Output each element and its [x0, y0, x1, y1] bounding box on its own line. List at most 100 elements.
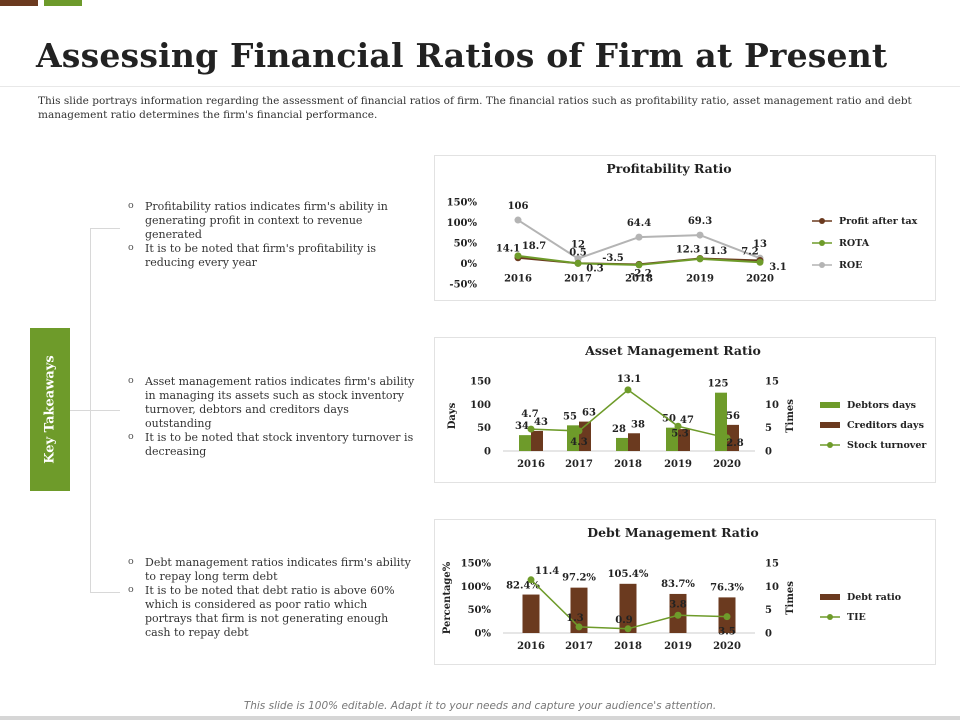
profitability-bullets: Profitability ratios indicates firm's ab… [126, 199, 416, 270]
y2-axis-label: Times [785, 581, 796, 615]
bracket-tick [90, 228, 120, 229]
data-label: 11.3 [703, 246, 727, 257]
bar [666, 427, 678, 451]
x-tick-label: 2016 [517, 459, 545, 470]
y-tick-label: 100 [470, 400, 491, 411]
debt-management-chart-panel: Debt Management Ratio 150% 100% 50% 0% 15 10 5 0… [434, 519, 936, 665]
legend-tie-swatch-marker [827, 614, 833, 620]
y-tick-label: 50% [454, 239, 478, 250]
line-point [624, 386, 632, 394]
title-divider [0, 86, 960, 87]
x-tick-label: 2016 [504, 274, 532, 285]
bar [616, 437, 628, 451]
legend-tie-label: TIE [847, 612, 866, 623]
line-point [527, 425, 535, 433]
line-point [575, 427, 583, 435]
line-label: 4.7 [521, 409, 538, 420]
legend-profit-after-tax-label: Profit after tax [839, 216, 918, 227]
x-tick-label: 2020 [713, 641, 741, 652]
legend-debt-ratio-swatch [820, 594, 840, 600]
line-label: 5.3 [671, 428, 688, 439]
data-point [696, 255, 704, 263]
y2-tick-label: 15 [765, 377, 779, 388]
y-tick-label: 0% [461, 259, 478, 270]
bar [519, 435, 531, 451]
y-tick-label: 100% [461, 582, 492, 593]
data-label: 18.7 [522, 241, 546, 252]
chart-title: Asset Management Ratio [584, 343, 761, 358]
footer-note: This slide is 100% editable. Adapt it to… [243, 700, 717, 712]
y-tick-label: 0 [484, 447, 491, 458]
y2-tick-label: 10 [765, 400, 779, 411]
data-point [756, 258, 764, 266]
data-point [635, 261, 643, 269]
data-point [696, 231, 704, 239]
line-point [624, 625, 632, 633]
data-label: 3.1 [769, 262, 786, 273]
bar [628, 433, 640, 451]
legend-rota-label: ROTA [839, 238, 870, 249]
legend-creditors-days-label: Creditors days [847, 420, 924, 431]
y-axis-label: Percentage% [442, 561, 453, 634]
data-label: 14.1 [496, 244, 520, 255]
y-tick-label: 100% [447, 218, 478, 229]
key-takeaways-label: Key Takeaways [42, 355, 58, 464]
y-tick-label: 0% [475, 629, 492, 640]
chart-title: Profitability Ratio [606, 161, 731, 176]
legend-debt-ratio-label: Debt ratio [847, 592, 901, 603]
data-label: 12 [571, 240, 585, 251]
x-tick-label: 2017 [564, 274, 592, 285]
x-tick-label: 2018 [625, 274, 653, 285]
legend-roe-swatch-marker [819, 262, 825, 268]
y-tick-label: 50 [477, 423, 491, 434]
data-point [514, 252, 522, 260]
asset-management-chart-panel: Asset Management Ratio 150 100 50 0 15 10 5 0 Day… [434, 337, 936, 483]
bar-label: 82.4% [506, 581, 540, 592]
y-tick-label: 150% [447, 198, 478, 209]
x-tick-label: 2019 [664, 459, 692, 470]
data-point [574, 259, 582, 267]
y2-tick-label: 10 [765, 582, 779, 593]
line-label: 3.5 [718, 627, 735, 638]
y2-tick-label: 15 [765, 559, 779, 570]
line-label: 3.8 [669, 599, 686, 610]
line-point [723, 613, 731, 621]
x-tick-label: 2019 [664, 641, 692, 652]
bullet-item: It is to be noted that debt ratio is abo… [126, 583, 416, 640]
y2-tick-label: 0 [765, 629, 772, 640]
y2-tick-label: 5 [765, 423, 772, 434]
profitability-chart: Profitability Ratio 150% 100% 50% 0% -50% 2016… [447, 161, 918, 291]
line-point [674, 422, 682, 430]
data-label: 0.5 [569, 247, 586, 258]
y-axis-label: Days [447, 402, 458, 429]
line-label: 4.3 [570, 437, 587, 448]
bar-label: 97.2% [562, 573, 596, 584]
asset-management-chart: Asset Management Ratio150100500151050Day… [447, 343, 927, 470]
x-tick-label: 2019 [686, 274, 714, 285]
legend-rota-swatch-marker [819, 240, 825, 246]
bar-label: 34 [515, 421, 529, 432]
data-label: 106 [508, 201, 529, 212]
line-label: 2.8 [726, 438, 743, 449]
profitability-chart-panel: Profitability Ratio 150% 100% 50% 0% -50% 2016… [434, 155, 936, 301]
line-point [575, 623, 583, 631]
data-label: 13 [753, 239, 767, 250]
bullet-item: It is to be noted that stock inventory t… [126, 430, 416, 459]
bar [727, 424, 739, 451]
y2-tick-label: 5 [765, 605, 772, 616]
chart-title: Debt Management Ratio [587, 525, 759, 540]
data-label: 69.3 [688, 216, 712, 227]
bullet-item: Profitability ratios indicates firm's ab… [126, 199, 416, 242]
legend-debtors-days-swatch [820, 402, 840, 408]
bar [531, 430, 543, 451]
line-label: 13.1 [617, 374, 641, 385]
x-tick-label: 2020 [713, 459, 741, 470]
bracket-tick [90, 592, 120, 593]
bar [522, 594, 540, 633]
bar [678, 429, 690, 451]
y-tick-label: 150% [461, 559, 492, 570]
legend-creditors-days-swatch [820, 422, 840, 428]
y-tick-label: 50% [468, 605, 492, 616]
debt-management-chart: Debt Management Ratio 150% 100% 50% 0% 15 10 5 0… [442, 525, 901, 652]
key-takeaways-box: Key Takeaways [30, 328, 70, 491]
